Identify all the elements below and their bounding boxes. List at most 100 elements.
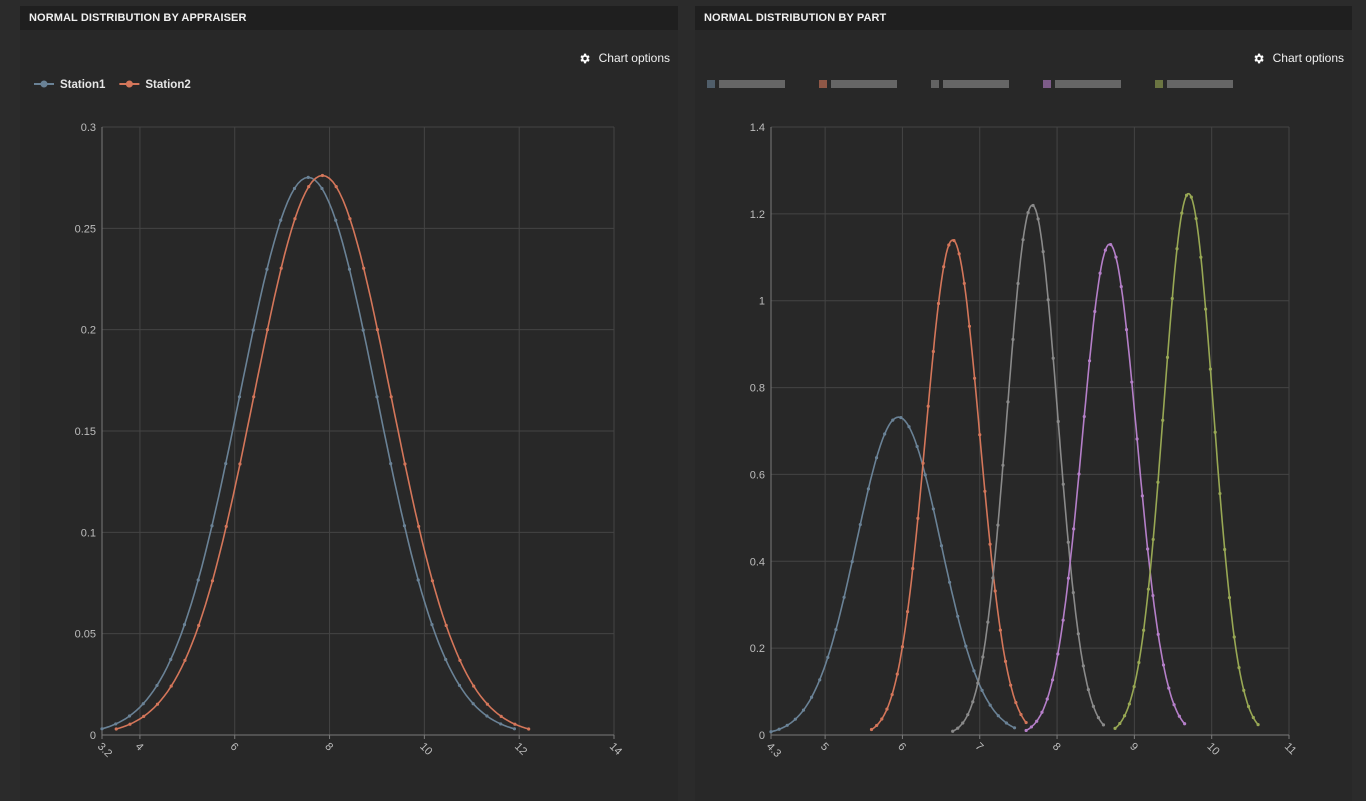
- data-point[interactable]: [306, 175, 310, 179]
- data-point[interactable]: [1006, 400, 1010, 404]
- data-point[interactable]: [1096, 716, 1101, 720]
- data-point[interactable]: [1161, 418, 1165, 422]
- data-point[interactable]: [155, 683, 159, 688]
- data-point[interactable]: [128, 722, 132, 726]
- data-point[interactable]: [1050, 678, 1055, 682]
- data-point[interactable]: [100, 727, 104, 731]
- data-point[interactable]: [444, 623, 448, 628]
- data-point[interactable]: [916, 516, 920, 520]
- data-point[interactable]: [1082, 414, 1086, 419]
- data-point[interactable]: [499, 722, 503, 726]
- data-point[interactable]: [279, 218, 283, 222]
- data-point[interactable]: [1218, 491, 1222, 496]
- data-point[interactable]: [292, 186, 297, 191]
- legend-item[interactable]: [1043, 80, 1121, 88]
- data-point[interactable]: [777, 727, 781, 731]
- data-point[interactable]: [210, 579, 215, 583]
- data-point[interactable]: [890, 692, 894, 697]
- data-point[interactable]: [991, 576, 995, 580]
- data-point[interactable]: [1237, 666, 1241, 670]
- data-point[interactable]: [334, 185, 338, 189]
- data-point[interactable]: [921, 461, 925, 465]
- data-point[interactable]: [375, 395, 379, 399]
- data-point[interactable]: [1177, 714, 1181, 718]
- data-point[interactable]: [1012, 726, 1017, 730]
- data-point[interactable]: [978, 433, 982, 437]
- data-point[interactable]: [1101, 723, 1106, 727]
- data-point[interactable]: [472, 684, 476, 688]
- data-point[interactable]: [320, 173, 325, 178]
- data-point[interactable]: [793, 717, 797, 721]
- data-point[interactable]: [1199, 255, 1203, 259]
- data-point[interactable]: [1077, 472, 1081, 476]
- data-point[interactable]: [931, 349, 935, 354]
- data-point[interactable]: [962, 281, 966, 286]
- data-point[interactable]: [996, 714, 1000, 718]
- data-point[interactable]: [1122, 714, 1127, 718]
- data-point[interactable]: [907, 425, 911, 429]
- data-point[interactable]: [430, 579, 435, 583]
- chart-options-button[interactable]: Chart options: [1252, 51, 1344, 65]
- data-point[interactable]: [826, 655, 830, 659]
- data-point[interactable]: [1061, 618, 1065, 622]
- data-point[interactable]: [265, 327, 270, 332]
- data-point[interactable]: [936, 301, 941, 306]
- data-point[interactable]: [1035, 719, 1039, 723]
- data-point[interactable]: [1208, 367, 1212, 371]
- data-point[interactable]: [998, 628, 1002, 632]
- data-point[interactable]: [182, 623, 187, 627]
- data-point[interactable]: [809, 695, 814, 699]
- legend-item[interactable]: Station2: [119, 79, 191, 91]
- data-point[interactable]: [1156, 632, 1160, 636]
- data-point[interactable]: [842, 595, 846, 599]
- data-point[interactable]: [1156, 480, 1160, 484]
- data-point[interactable]: [224, 524, 228, 529]
- data-point[interactable]: [939, 544, 944, 548]
- data-point[interactable]: [1118, 721, 1122, 726]
- data-point[interactable]: [885, 707, 889, 711]
- data-point[interactable]: [265, 267, 269, 271]
- data-point[interactable]: [891, 418, 895, 422]
- data-point[interactable]: [1151, 537, 1155, 542]
- data-point[interactable]: [1098, 271, 1102, 275]
- data-point[interactable]: [237, 395, 242, 399]
- data-point[interactable]: [911, 566, 915, 571]
- data-point[interactable]: [1091, 704, 1095, 708]
- series-line[interactable]: [871, 239, 1027, 731]
- data-point[interactable]: [1180, 211, 1184, 215]
- data-point[interactable]: [183, 658, 187, 662]
- data-point[interactable]: [988, 703, 992, 707]
- data-point[interactable]: [293, 217, 297, 221]
- data-point[interactable]: [430, 623, 434, 627]
- data-point[interactable]: [1184, 193, 1189, 197]
- data-point[interactable]: [971, 700, 975, 704]
- data-point[interactable]: [801, 708, 806, 712]
- data-point[interactable]: [895, 672, 899, 676]
- data-point[interactable]: [169, 684, 173, 688]
- data-point[interactable]: [457, 683, 462, 688]
- data-point[interactable]: [252, 395, 256, 399]
- data-point[interactable]: [923, 473, 927, 477]
- data-point[interactable]: [1204, 307, 1208, 311]
- data-point[interactable]: [458, 658, 462, 662]
- data-point[interactable]: [956, 726, 960, 730]
- data-point[interactable]: [986, 620, 990, 624]
- data-point[interactable]: [114, 722, 118, 726]
- data-point[interactable]: [1046, 298, 1050, 302]
- data-point[interactable]: [931, 507, 935, 511]
- data-point[interactable]: [169, 657, 173, 662]
- data-point[interactable]: [875, 723, 879, 728]
- data-point[interactable]: [210, 524, 214, 528]
- data-point[interactable]: [1135, 437, 1139, 441]
- legend-item[interactable]: [1155, 80, 1233, 88]
- data-point[interactable]: [1061, 482, 1065, 486]
- chart-options-button[interactable]: Chart options: [578, 51, 670, 65]
- data-point[interactable]: [1056, 419, 1060, 424]
- data-point[interactable]: [1001, 463, 1005, 467]
- data-point[interactable]: [347, 267, 352, 271]
- legend-item[interactable]: Station1: [34, 79, 106, 91]
- data-point[interactable]: [1146, 587, 1151, 591]
- data-point[interactable]: [1019, 712, 1023, 717]
- data-point[interactable]: [279, 266, 283, 270]
- data-point[interactable]: [947, 580, 952, 584]
